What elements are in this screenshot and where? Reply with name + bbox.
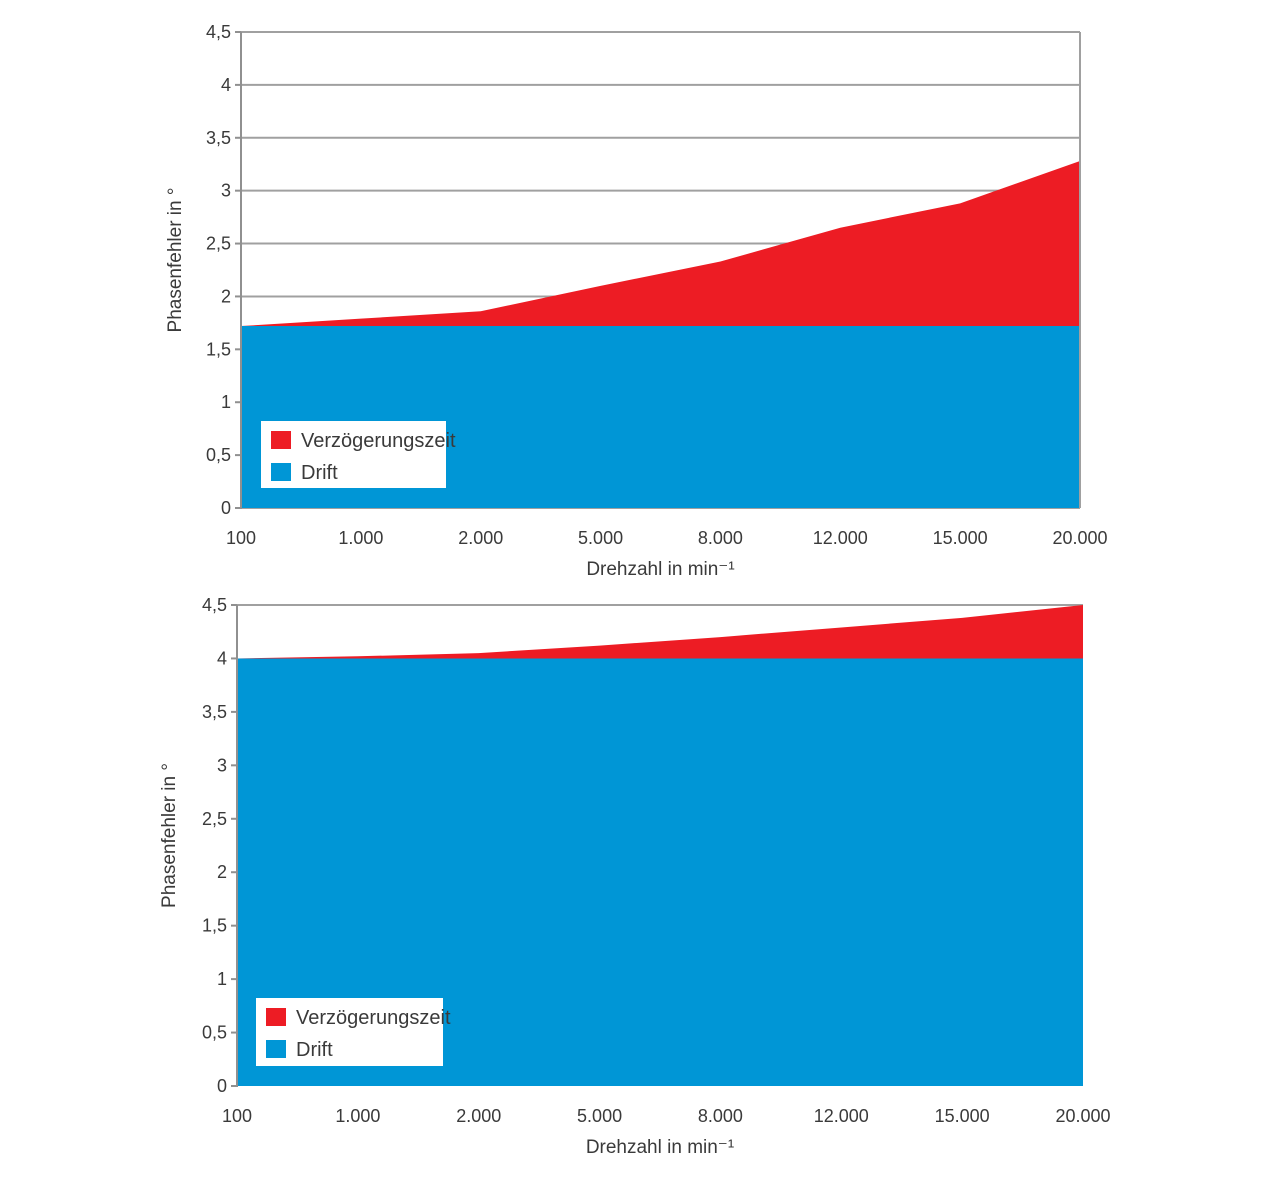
x-axis-label: Drehzahl in min⁻¹ bbox=[586, 1137, 734, 1158]
y-tick-label: 1,5 bbox=[206, 339, 231, 359]
y-tick-label: 0,5 bbox=[206, 445, 231, 465]
y-tick-label: 4 bbox=[221, 75, 231, 95]
x-tick-label: 8.000 bbox=[698, 1106, 743, 1126]
area-drift bbox=[237, 658, 1083, 1086]
legend: Verzögerungszeit Drift bbox=[256, 998, 451, 1066]
area-verzoegerungszeit bbox=[237, 605, 1083, 659]
y-tick-label: 4 bbox=[217, 648, 227, 668]
legend-label: Verzögerungszeit bbox=[296, 1007, 451, 1029]
y-tick-label: 4,5 bbox=[206, 22, 231, 42]
x-axis-label: Drehzahl in min⁻¹ bbox=[586, 559, 734, 580]
legend-swatch bbox=[271, 431, 291, 449]
chart-1: 0 0,5 1 1,5 2 2,5 3 3,5 4 4,5 100 1.000 2.000 5.000 8.… bbox=[165, 22, 1108, 580]
y-tick-label: 0 bbox=[221, 498, 231, 518]
y-tick-label: 1,5 bbox=[202, 916, 227, 936]
area-drift bbox=[241, 326, 1080, 508]
x-tick-label: 20.000 bbox=[1052, 528, 1107, 548]
x-tick-label: 2.000 bbox=[456, 1106, 501, 1126]
y-tick-label: 3 bbox=[221, 181, 231, 201]
legend-swatch bbox=[271, 463, 291, 481]
y-tick-label: 1 bbox=[221, 392, 231, 412]
y-tick-label: 2,5 bbox=[202, 809, 227, 829]
legend-label: Drift bbox=[301, 462, 338, 484]
x-tick-label: 100 bbox=[226, 528, 256, 548]
legend-label: Drift bbox=[296, 1039, 333, 1061]
legend-label: Verzögerungszeit bbox=[301, 430, 456, 452]
x-tick-label: 20.000 bbox=[1055, 1106, 1110, 1126]
y-tick-label: 1 bbox=[217, 969, 227, 989]
x-tick-label: 15.000 bbox=[935, 1106, 990, 1126]
legend-box bbox=[261, 421, 446, 488]
x-tick-label: 2.000 bbox=[458, 528, 503, 548]
x-tick-label: 1.000 bbox=[338, 528, 383, 548]
legend-swatch bbox=[266, 1008, 286, 1026]
x-tick-label: 1.000 bbox=[335, 1106, 380, 1126]
x-tick-label: 5.000 bbox=[578, 528, 623, 548]
y-tick-label: 0,5 bbox=[202, 1023, 227, 1043]
y-tick-label: 3,5 bbox=[202, 702, 227, 722]
y-tick-label: 3 bbox=[217, 755, 227, 775]
y-tick-label: 0 bbox=[217, 1076, 227, 1096]
x-tick-label: 8.000 bbox=[698, 528, 743, 548]
legend: Verzögerungszeit Drift bbox=[261, 421, 456, 488]
x-tick-label: 12.000 bbox=[813, 528, 868, 548]
x-tick-label: 5.000 bbox=[577, 1106, 622, 1126]
chart-2: 0 0,5 1 1,5 2 2,5 3 3,5 4 4,5 100 1.000 2.000 5.000 8.… bbox=[159, 595, 1111, 1158]
y-axis-label: Phasenfehler in ° bbox=[159, 763, 180, 908]
legend-box bbox=[256, 998, 443, 1066]
legend-swatch bbox=[266, 1040, 286, 1058]
y-tick-label: 2,5 bbox=[206, 234, 231, 254]
y-tick-label: 3,5 bbox=[206, 128, 231, 148]
x-tick-label: 15.000 bbox=[933, 528, 988, 548]
y-tick-label: 4,5 bbox=[202, 595, 227, 615]
y-tick-label: 2 bbox=[217, 862, 227, 882]
x-tick-label: 100 bbox=[222, 1106, 252, 1126]
x-tick-label: 12.000 bbox=[814, 1106, 869, 1126]
y-axis-label: Phasenfehler in ° bbox=[165, 188, 186, 333]
y-tick-label: 2 bbox=[221, 286, 231, 306]
area-verzoegerungszeit bbox=[241, 161, 1080, 327]
